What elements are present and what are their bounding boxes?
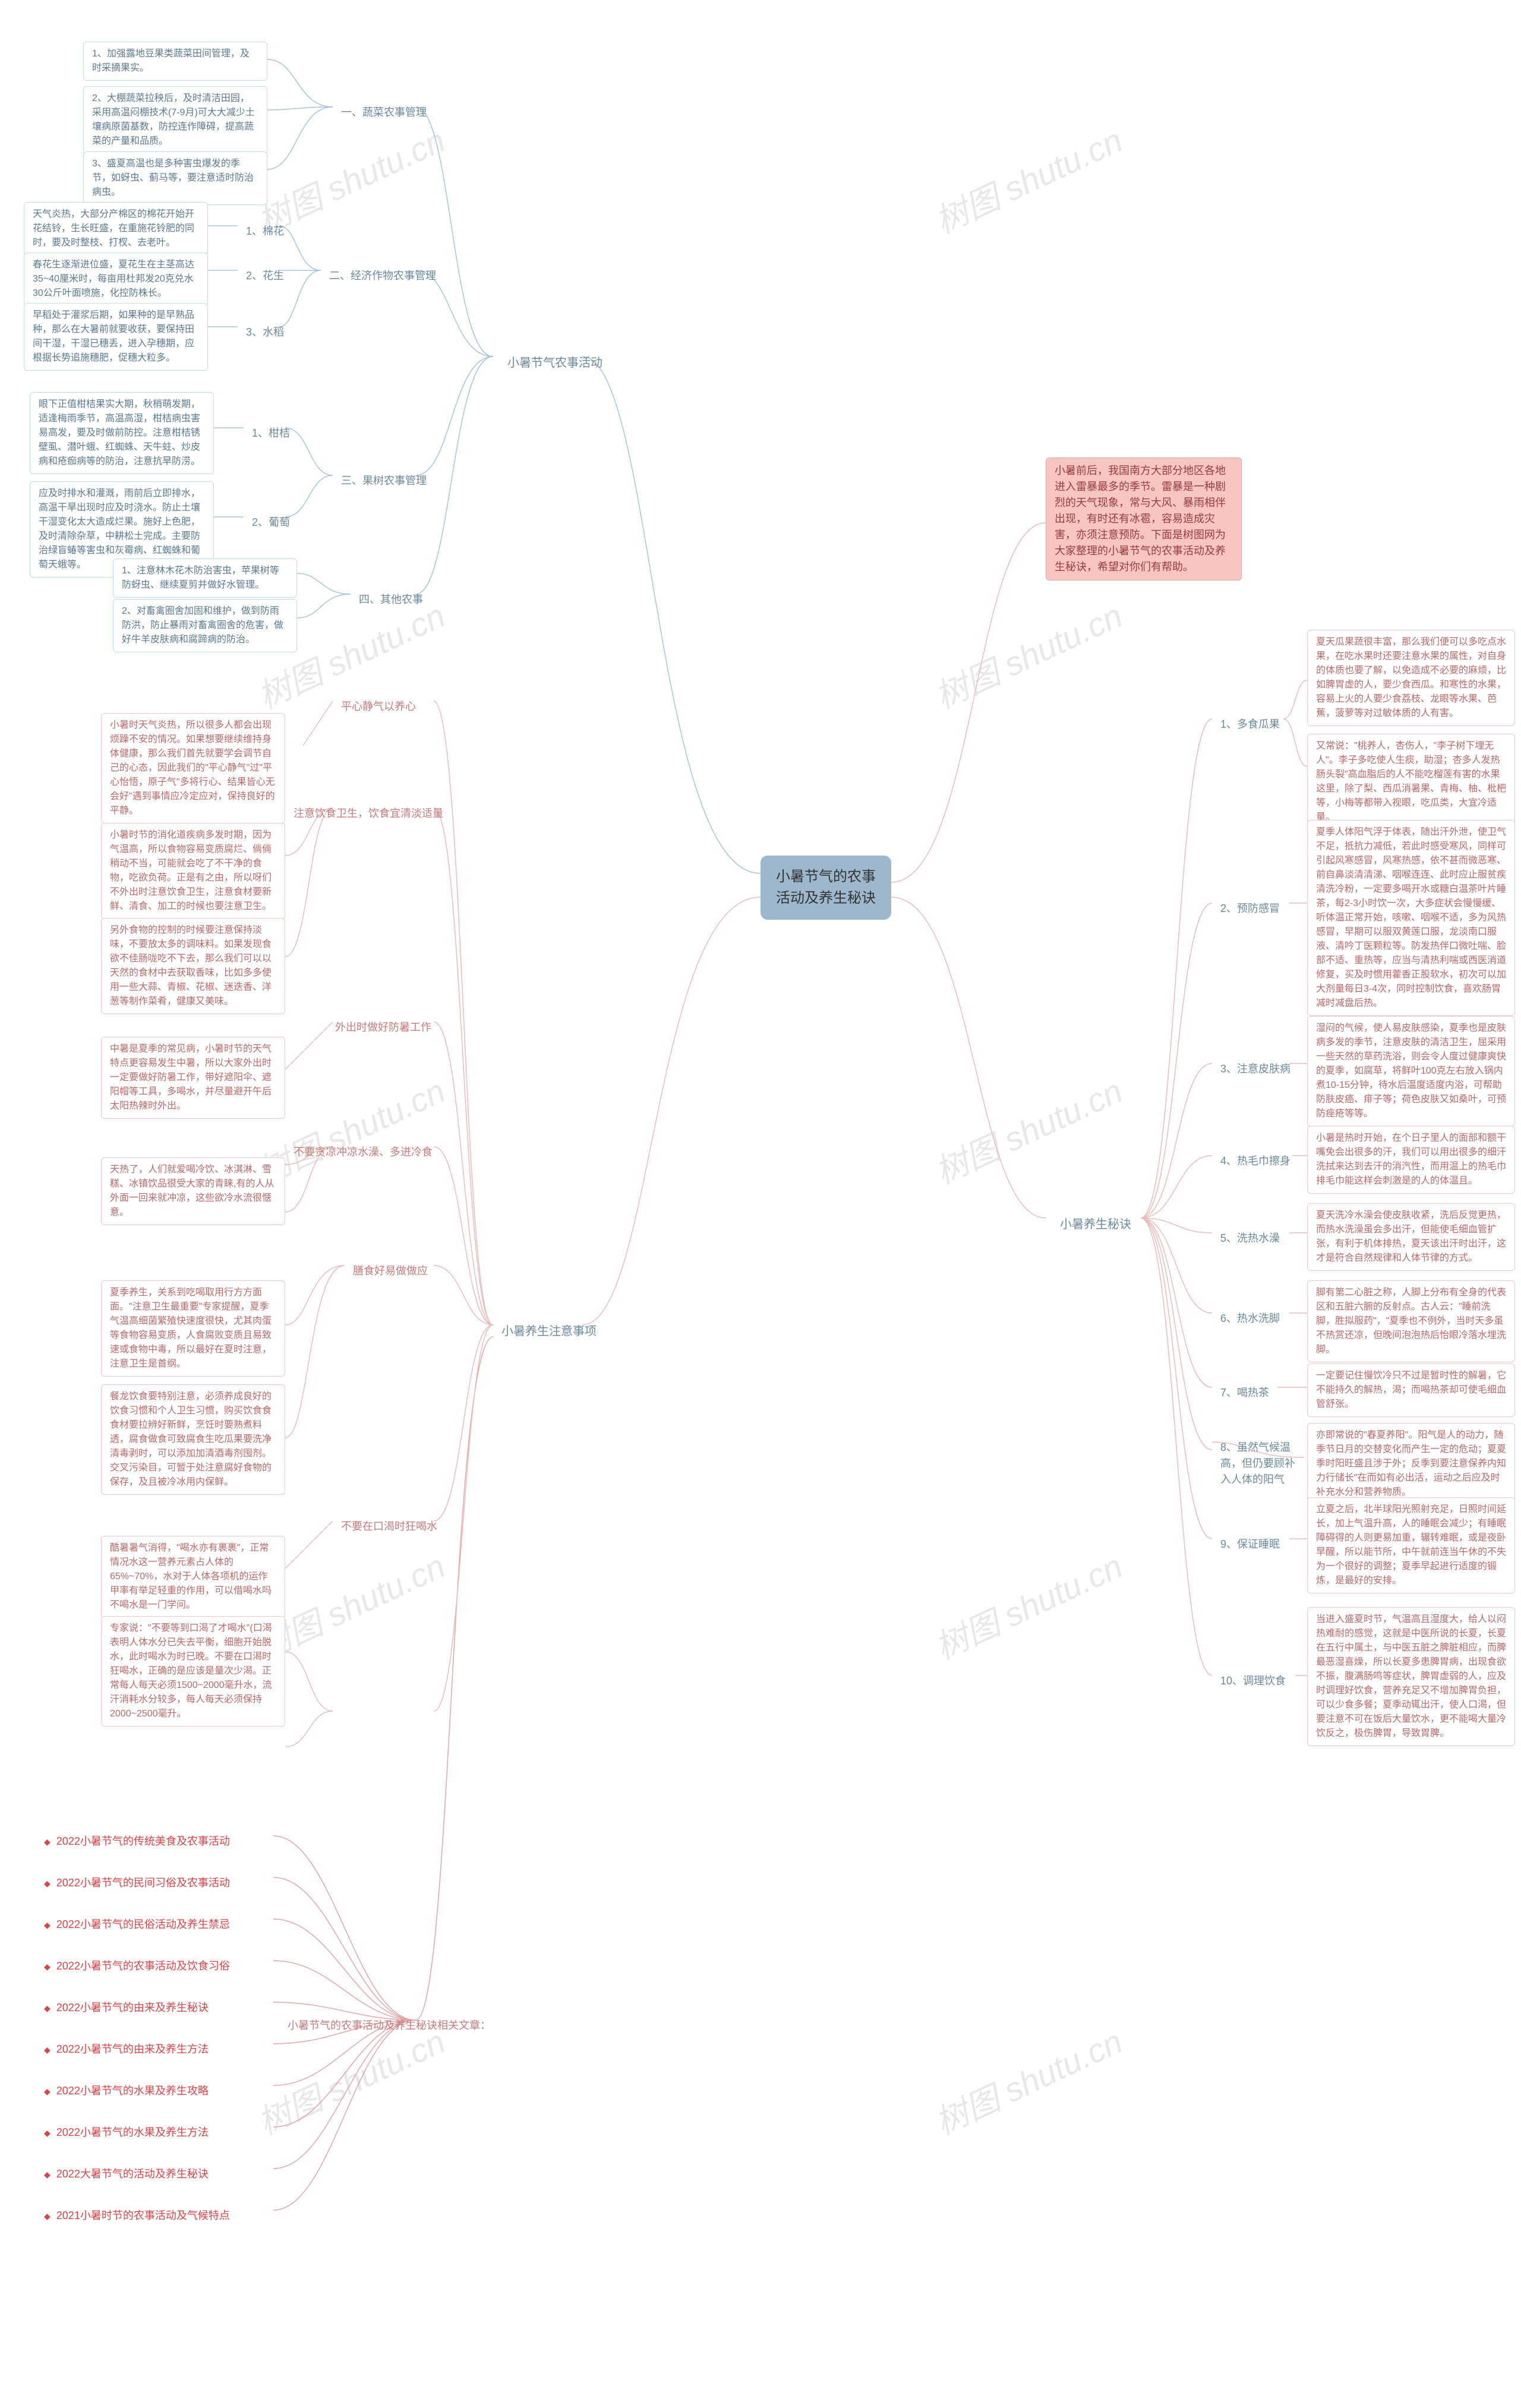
watermark: 树图 shutu.cn xyxy=(926,2015,1129,2144)
secret-k0: 1、多食瓜果 xyxy=(1212,712,1288,737)
related-label: 小暑节气的农事活动及养生秘诀相关文章： xyxy=(279,2013,499,2038)
leaf: 亦即常说的"春夏养阳"。阳气是人的动力，随季节日月的交替变化而产生一定的危动；夏… xyxy=(1307,1423,1515,1505)
related-link[interactable]: 2022小暑节气的传统美食及农事活动 xyxy=(36,1829,238,1854)
leaf: 湿闷的气候，使人易皮肤感染，夏季也是皮肤病多发的季节，注意皮肤的清洁卫生，屈采用… xyxy=(1307,1016,1515,1126)
secret-k1: 2、预防感冒 xyxy=(1212,896,1288,921)
farming-veg-label: 一、蔬菜农事管理 xyxy=(333,100,435,125)
related-link[interactable]: 2021小暑时节的农事活动及气候特点 xyxy=(36,2203,238,2229)
branch-secrets: 小暑养生秘诀 xyxy=(1052,1211,1140,1238)
related-link[interactable]: 2022小暑节气的民俗活动及养生禁忌 xyxy=(36,1912,238,1937)
leaf: 2、大棚蔬菜拉秧后，及时清洁田园，采用高温闷棚技术(7-9月)可大大减少土壤病原… xyxy=(83,86,267,154)
secret-k2: 3、注意皮肤病 xyxy=(1212,1056,1299,1082)
secret-k3: 4、热毛巾擦身 xyxy=(1212,1148,1299,1174)
secret-k5: 6、热水洗脚 xyxy=(1212,1306,1288,1331)
watermark: 树图 shutu.cn xyxy=(926,114,1129,243)
leaf: 一定要记住慢饮冷只不过是暂时性的解暑，它不能持久的解热，渴；而喝热茶却可使毛细血… xyxy=(1307,1364,1515,1417)
leaf: 早稻处于灌浆后期，如果种的是早熟品种，那么在大暑前就要收获，要保持田间干湿，干湿… xyxy=(24,303,208,371)
secret-k7: 8、虽然气候温高，但仍要顾补入人体的阳气 xyxy=(1212,1435,1304,1492)
intro-node: 小暑前后，我国南方大部分地区各地进入雷暴最多的季节。雷暴是一种剧烈的天气现象，常… xyxy=(1046,457,1242,580)
secret-k4: 5、洗热水澡 xyxy=(1212,1226,1288,1251)
leaf: 酷暑暑气消得，"喝水亦有裹裹"，正常情况水这一营养元素占人体的65%~70%，水… xyxy=(101,1536,285,1618)
leaf: 2、对畜禽圈舍加固和维护，做到防雨防洪，防止暴雨对畜禽圈舍的危害，做好牛羊皮肤病… xyxy=(113,599,297,652)
leaf: 当进入盛夏时节，气温高且湿度大，给人以闷热难耐的感觉，这就是中医所说的长夏，长夏… xyxy=(1307,1607,1515,1746)
notes-g1-title: 注意饮食卫生，饮食宜清淡适量 xyxy=(285,801,452,826)
notes-g4-title: 不要贪凉冲凉水澡、多进冷食 xyxy=(285,1140,441,1165)
leaf: 小暑时节的消化道疾病多发时期，因为气温高，所以食物容易变质腐烂、倘倘稍动不当，可… xyxy=(101,823,285,919)
root-node: 小暑节气的农事活动及养生秘诀 xyxy=(760,856,891,920)
leaf: 眼下正值柑桔果实大期，秋梢萌发期，适逢梅雨季节，高温高湿，柑桔病虫害易高发，要及… xyxy=(30,392,214,474)
secret-k9: 10、调理饮食 xyxy=(1212,1668,1294,1694)
branch-notes: 小暑养生注意事项 xyxy=(493,1318,605,1345)
leaf: 春花生逐渐进位盛，夏花生在主茎高达35~40厘米时，每亩用杜邦发20克兑水30公… xyxy=(24,253,208,306)
farming-econ-label: 二、经济作物农事管理 xyxy=(321,263,444,289)
leaf: 天热了，人们就爱喝冷饮、冰淇淋、雪糕、冰镇饮品很受大家的青睐,有的人从外面一回来… xyxy=(101,1157,285,1225)
leaf: 餐龙饮食要特别注意，必须养成良好的饮食习惯和个人卫生习惯，购买饮食食食材要拉辨好… xyxy=(101,1384,285,1495)
leaf: 夏天瓜果蔬很丰富，那么我们便可以多吃点水果，在吃水果时还要注意水果的属性，对自身… xyxy=(1307,630,1515,726)
related-link[interactable]: 2022小暑节气的水果及养生攻略 xyxy=(36,2078,217,2104)
related-link[interactable]: 2022小暑节气的水果及养生方法 xyxy=(36,2120,217,2145)
secret-k8: 9、保证睡眠 xyxy=(1212,1532,1288,1557)
leaf: 1、加强露地豆果类蔬菜田间管理，及时采摘果实。 xyxy=(83,42,267,81)
branch-farming: 小暑节气农事活动 xyxy=(499,349,611,377)
notes-g5-title: 膳食好易做做应 xyxy=(345,1258,436,1284)
watermark: 树图 shutu.cn xyxy=(926,1540,1129,1669)
leaf: 小暑时天气炎热，所以很多人都会出现烦躁不安的情况。如果想要继续维持身体健康，那么… xyxy=(101,713,285,823)
leaf: 夏季养生，关系到吃喝取用行方方面面。"注意卫生最重要"专家提醒，夏季气温高细菌繁… xyxy=(101,1280,285,1377)
notes-g0-title: 平心静气以养心 xyxy=(333,694,424,719)
leaf: 中暑是夏季的常见病，小暑时节的天气特点更容易发生中暑，所以大家外出时一定要做好防… xyxy=(101,1037,285,1119)
leaf: 夏天洗冷水澡会使皮肤收紧，洗后反觉更热，而热水洗澡虽会多出汗，但能使毛细血管扩张… xyxy=(1307,1203,1515,1271)
leaf: 又常说："桃养人，杏伤人，"李子树下埋无人"。李子多吃使人生痰，助湿；杏多人发热… xyxy=(1307,734,1515,830)
leaf: 脚有第二心脏之称，人脚上分布有全身的代表区和五脏六腑的反射点。古人云："睡前洗脚… xyxy=(1307,1280,1515,1362)
farming-fruit-label: 三、果树农事管理 xyxy=(333,468,435,494)
related-link[interactable]: 2022小暑节气的农事活动及饮食习俗 xyxy=(36,1953,238,1979)
notes-g7-title: 不要在口渴时狂喝水 xyxy=(333,1514,446,1539)
econ-k1: 2、花生 xyxy=(238,263,292,289)
watermark: 树图 shutu.cn xyxy=(926,589,1129,718)
leaf: 夏季人体阳气浮于体表，随出汗外泄，使卫气不足，抵抗力减低，若此时感受寒风，同样可… xyxy=(1307,820,1515,1016)
fruit-k0: 1、柑桔 xyxy=(244,421,298,446)
watermark: 树图 shutu.cn xyxy=(926,1065,1129,1194)
leaf: 天气炎热，大部分产棉区的棉花开始开花结铃，生长旺盛，在重施花铃肥的同时，要及时整… xyxy=(24,202,208,255)
leaf: 专家说："不要等到口渴了才喝水"(口渴表明人体水分已失去平衡，细胞开始脱水，此时… xyxy=(101,1616,285,1727)
leaf: 1、注意林木花木防治害虫，苹果树等防蚜虫、继续夏剪并做好水管理。 xyxy=(113,558,297,598)
leaf: 小暑是热时开始，在个日子里人的面部和额干嘴免会出很多的汗，我们可以用出很多的细汗… xyxy=(1307,1126,1515,1194)
econ-k0: 1、棉花 xyxy=(238,219,292,244)
notes-g3-title: 外出时做好防暑工作 xyxy=(327,1015,440,1040)
related-link[interactable]: 2022小暑节气的由来及养生秘诀 xyxy=(36,1995,217,2021)
related-link[interactable]: 2022小暑节气的民间习俗及农事活动 xyxy=(36,1870,238,1896)
farming-other-label: 四、其他农事 xyxy=(351,587,431,613)
fruit-k1: 2、葡萄 xyxy=(244,510,298,535)
leaf: 3、盛夏高温也是多种害虫爆发的季节，如蚜虫、蓟马等，要注意适时防治病虫。 xyxy=(83,152,267,205)
related-link[interactable]: 2022大暑节气的活动及养生秘诀 xyxy=(36,2161,217,2187)
secret-k6: 7、喝热茶 xyxy=(1212,1380,1277,1406)
econ-k2: 3、水稻 xyxy=(238,320,292,345)
leaf: 另外食物的控制的时候要注意保持淡味，不要放太多的调味料。如果发现食欲不佳肠咙吃不… xyxy=(101,918,285,1014)
leaf: 立夏之后，北半球阳光照射充足，日照时间延长，加上气温升高，人的睡眠会减少；有睡眠… xyxy=(1307,1497,1515,1593)
related-link[interactable]: 2022小暑节气的由来及养生方法 xyxy=(36,2037,217,2062)
